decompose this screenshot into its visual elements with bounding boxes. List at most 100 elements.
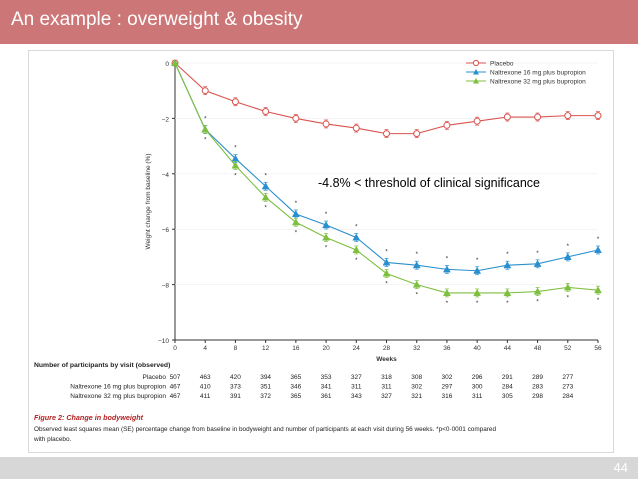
significance-mark: * — [385, 281, 388, 288]
x-tick-label: 52 — [564, 345, 572, 352]
participants-cell: 284 — [562, 393, 573, 400]
data-point — [352, 233, 361, 241]
participants-cell: 467 — [170, 393, 181, 400]
participants-cell: 298 — [532, 393, 543, 400]
participants-cell: 365 — [290, 374, 301, 381]
caption-heading: Figure 2: Change in bodyweight — [34, 413, 144, 422]
data-point — [503, 261, 512, 269]
x-tick-label: 44 — [504, 345, 512, 352]
significance-mark: * — [476, 257, 479, 264]
series-line-1 — [174, 62, 599, 272]
participants-cell: 302 — [411, 384, 422, 391]
data-point — [231, 98, 239, 106]
participants-cell: 467 — [170, 384, 181, 391]
x-tick-label: 56 — [594, 345, 602, 352]
data-point — [261, 193, 270, 201]
y-tick-label: −10 — [158, 338, 169, 345]
chart-gridlines — [175, 62, 598, 285]
data-point — [503, 113, 511, 121]
participants-row-label: Placebo — [143, 374, 167, 381]
y-tick-label: −4 — [162, 172, 170, 179]
participants-cell: 273 — [562, 384, 573, 391]
y-axis-label: Weight change from baseline (%) — [145, 154, 152, 250]
participants-cell: 311 — [472, 393, 483, 400]
x-tick-label: 16 — [292, 345, 300, 352]
significance-mark: * — [536, 250, 539, 257]
legend-label: Naltrexone 16 mg plus bupropion — [490, 70, 586, 77]
significance-mark: * — [446, 300, 449, 307]
participants-cell: 311 — [381, 384, 392, 391]
footer-bar — [0, 457, 638, 479]
x-tick-label: 48 — [534, 345, 542, 352]
participants-cell: 341 — [321, 384, 332, 391]
data-point — [262, 107, 270, 115]
participants-cell: 296 — [472, 374, 483, 381]
participants-cell: 291 — [502, 374, 513, 381]
significance-mark: * — [355, 224, 358, 231]
participants-cell: 365 — [290, 393, 301, 400]
participants-cell: 300 — [472, 384, 483, 391]
participants-cell: 463 — [200, 374, 211, 381]
participants-cell: 346 — [290, 384, 301, 391]
slide-title: An example : overweight & obesity — [11, 9, 303, 30]
participants-table: Number of participants by visit (observe… — [34, 362, 574, 400]
participants-heading: Number of participants by visit (observe… — [34, 362, 170, 369]
data-point — [322, 233, 330, 241]
data-point — [534, 113, 542, 121]
data-point — [412, 280, 421, 288]
data-point — [443, 121, 451, 129]
participants-cell: 373 — [230, 384, 241, 391]
significance-mark: * — [567, 243, 570, 250]
data-point — [201, 87, 209, 95]
participants-cell: 394 — [260, 374, 271, 381]
data-point — [533, 259, 542, 267]
data-point — [352, 124, 360, 132]
data-point — [443, 265, 451, 273]
slide-number: 44 — [613, 460, 628, 475]
data-point — [291, 218, 300, 226]
significance-mark: * — [597, 297, 600, 304]
x-axis-label: Weeks — [376, 356, 397, 363]
data-point — [322, 120, 330, 128]
data-point — [594, 286, 602, 294]
data-point — [443, 288, 451, 296]
x-tick-label: 4 — [203, 345, 207, 352]
participants-cell: 277 — [562, 374, 573, 381]
x-tick-label: 24 — [353, 345, 361, 352]
significance-mark: * — [295, 229, 298, 236]
significance-mark: * — [385, 248, 388, 255]
participants-row-label: Naltrexone 16 mg plus bupropion — [70, 384, 166, 391]
participants-cell: 353 — [321, 374, 332, 381]
significance-mark: * — [295, 200, 298, 207]
y-tick-label: −6 — [162, 227, 170, 234]
participants-cell: 289 — [532, 374, 543, 381]
legend-marker — [472, 59, 480, 67]
significance-mark: * — [446, 255, 449, 262]
data-point — [473, 266, 482, 274]
y-tick-label: −8 — [162, 283, 170, 290]
x-tick-label: 40 — [474, 345, 482, 352]
data-point — [382, 269, 391, 277]
significance-mark: * — [415, 292, 418, 299]
participants-cell: 302 — [441, 374, 452, 381]
participants-cell: 305 — [502, 393, 513, 400]
x-tick-label: 8 — [234, 345, 238, 352]
data-point — [594, 112, 602, 120]
significance-mark: * — [234, 172, 237, 179]
significance-mark: * — [325, 211, 328, 218]
data-point — [473, 117, 481, 125]
data-point — [322, 221, 330, 229]
data-point — [413, 130, 421, 138]
x-tick-label: 36 — [443, 345, 451, 352]
significance-mark: * — [325, 245, 328, 252]
significance-mark: * — [264, 172, 267, 179]
data-point — [292, 114, 300, 122]
legend-label: Placebo — [490, 61, 514, 68]
participants-cell: 391 — [230, 393, 241, 400]
chart-legend: Placebo Naltrexone 16 mg plus bupropion Na… — [466, 59, 586, 86]
participants-cell: 284 — [502, 384, 513, 391]
data-point — [563, 283, 572, 291]
caption-line: Observed least squares mean (SE) percent… — [34, 426, 496, 433]
legend-marker — [473, 69, 479, 75]
